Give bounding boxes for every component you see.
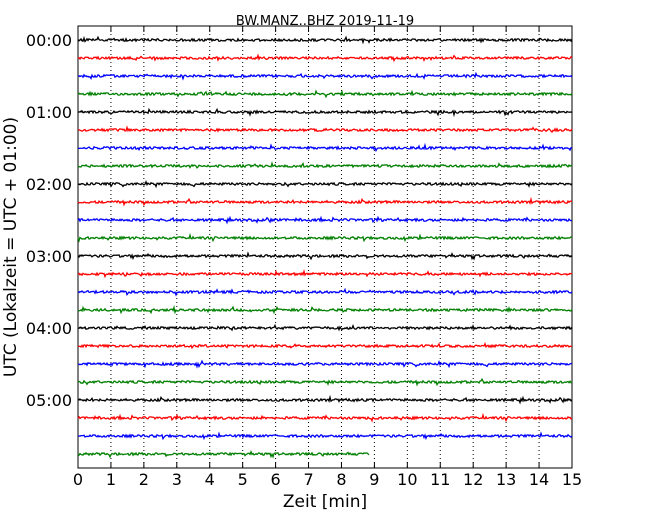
plot-frame — [77, 25, 573, 469]
x-tick-label: 7 — [303, 470, 313, 489]
x-tick-label: 12 — [463, 470, 483, 489]
x-tick-label: 3 — [172, 470, 182, 489]
trace-line — [77, 269, 573, 279]
chart-title: BW.MANZ..BHZ 2019-11-19 — [236, 14, 414, 29]
y-tick-label: 03:00 — [26, 247, 72, 266]
x-axis-label: Zeit [min] — [283, 492, 367, 512]
trace-line — [77, 394, 573, 405]
trace-line — [77, 161, 573, 169]
x-tick-label: 11 — [430, 470, 450, 489]
x-tick-label: 14 — [529, 470, 549, 489]
trace-line — [77, 215, 573, 225]
x-tick-label: 5 — [238, 470, 248, 489]
y-axis-ticks: 00:00 01:00 02:00 03:00 04:00 05:00 — [26, 31, 572, 410]
x-tick-label: 9 — [369, 470, 379, 489]
trace-line — [77, 287, 573, 297]
x-tick-label: 0 — [73, 470, 83, 489]
x-tick-label: 8 — [336, 470, 346, 489]
x-axis-ticks: 0 1 2 3 4 5 6 7 8 9 10 11 12 13 14 15 — [73, 26, 582, 489]
y-tick-label: 01:00 — [26, 103, 72, 122]
trace-line — [77, 251, 573, 261]
x-tick-label: 4 — [205, 470, 215, 489]
trace-line — [77, 125, 573, 134]
x-tick-label: 10 — [397, 470, 417, 489]
trace-line — [77, 142, 573, 153]
y-tick-label: 04:00 — [26, 319, 72, 338]
trace-line — [77, 179, 573, 189]
trace-line — [77, 431, 573, 441]
trace-line — [77, 359, 573, 369]
y-tick-label: 02:00 — [26, 175, 72, 194]
x-tick-label: 2 — [139, 470, 149, 489]
x-tick-label: 15 — [562, 470, 582, 489]
trace-line — [77, 342, 573, 350]
trace-group — [77, 35, 573, 459]
x-tick-label: 13 — [496, 470, 516, 489]
trace-line — [77, 35, 573, 45]
trace-line — [77, 107, 573, 118]
trace-line — [77, 304, 573, 315]
trace-line — [77, 449, 370, 459]
trace-line — [77, 71, 573, 81]
y-axis-label: UTC (Lokalzeit = UTC + 01:00) — [1, 117, 21, 377]
trace-line — [77, 53, 573, 63]
x-tick-label: 6 — [271, 470, 281, 489]
y-tick-label: 00:00 — [26, 31, 72, 50]
x-grid — [110, 26, 540, 468]
x-tick-label: 1 — [106, 470, 116, 489]
trace-line — [77, 232, 573, 243]
trace-line — [77, 89, 573, 99]
trace-line — [77, 377, 573, 387]
y-tick-label: 05:00 — [26, 391, 72, 410]
trace-line — [77, 323, 573, 332]
trace-line — [77, 412, 573, 423]
trace-line — [77, 196, 573, 207]
